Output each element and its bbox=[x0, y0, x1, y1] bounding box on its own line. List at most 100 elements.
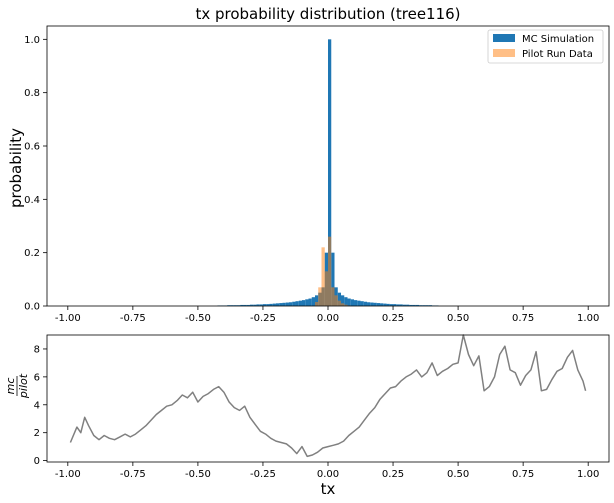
pilot-bar-9 bbox=[344, 304, 348, 306]
top-x-tick-label: 0.25 bbox=[382, 313, 404, 324]
mc-bar-20 bbox=[282, 302, 286, 306]
top-x-tick-label: 0.00 bbox=[317, 313, 339, 324]
top-chart: tx probability distribution (tree116) pr… bbox=[7, 5, 610, 324]
bottom-x-tick-label: 0.50 bbox=[447, 469, 469, 480]
top-y-tick-label: 0.8 bbox=[24, 88, 40, 99]
mc-bar-38 bbox=[341, 295, 345, 306]
top-x-tick-label: -0.50 bbox=[185, 313, 211, 324]
bottom-x-tick-label: -1.00 bbox=[55, 469, 81, 480]
bottom-plot-frame bbox=[46, 334, 610, 463]
top-y-tick-label: 0.2 bbox=[24, 248, 40, 259]
mc-bar-15 bbox=[266, 304, 270, 306]
mc-bar-57 bbox=[402, 304, 407, 306]
pilot-bar-4 bbox=[328, 236, 332, 306]
mc-bar-59 bbox=[409, 304, 413, 306]
top-chart-title: tx probability distribution (tree116) bbox=[195, 5, 460, 23]
pilot-bar-1 bbox=[318, 287, 322, 306]
y-label-numerator: mc bbox=[4, 378, 17, 395]
bottom-y-tick-label: 8 bbox=[34, 344, 40, 355]
pilot-bar-6 bbox=[334, 295, 338, 306]
bottom-x-tick-label: -0.25 bbox=[250, 469, 276, 480]
top-y-tick-label: 0.6 bbox=[24, 142, 40, 153]
mc-bar-14 bbox=[262, 304, 267, 306]
mc-bar-42 bbox=[354, 300, 358, 306]
mc-bar-22 bbox=[288, 302, 293, 306]
mc-bar-23 bbox=[292, 301, 296, 306]
mc-bar-43 bbox=[357, 300, 361, 306]
mc-bar-12 bbox=[256, 304, 260, 306]
bottom-x-tick-label: 0.25 bbox=[382, 469, 404, 480]
mc-bar-8 bbox=[243, 304, 247, 306]
bottom-x-tick-label: -0.75 bbox=[120, 469, 146, 480]
mc-bar-24 bbox=[295, 301, 299, 306]
mc-bar-51 bbox=[383, 303, 387, 306]
bottom-x-tick-label: 0.00 bbox=[317, 469, 339, 480]
mc-bar-25 bbox=[298, 300, 302, 306]
legend-label-pilot: Pilot Run Data bbox=[522, 49, 593, 60]
bottom-y-ticks: 0 2 4 6 8 bbox=[34, 344, 47, 467]
mc-bar-48 bbox=[373, 302, 377, 306]
mc-bar-17 bbox=[272, 303, 276, 306]
top-x-tick-label: 0.50 bbox=[447, 313, 469, 324]
top-x-ticks: -1.00 -0.75 -0.50 -0.25 0.00 0.25 0.50 0.75 1.00 bbox=[55, 306, 599, 324]
mc-bar-28 bbox=[308, 298, 312, 306]
y-label-denominator: pilot bbox=[17, 373, 30, 399]
mc-bar-47 bbox=[370, 302, 374, 306]
mc-bar-45 bbox=[363, 301, 368, 306]
mc-bar-29 bbox=[311, 297, 315, 306]
mc-bar-7 bbox=[240, 304, 244, 306]
mc-bar-55 bbox=[396, 304, 400, 306]
ratio-line-group bbox=[69, 334, 587, 458]
legend-label-mc: MC Simulation bbox=[522, 34, 594, 45]
bottom-y-tick-label: 4 bbox=[34, 400, 40, 411]
top-x-tick-label: -0.75 bbox=[120, 313, 146, 324]
mc-bar-21 bbox=[285, 302, 289, 306]
top-y-ticks: 0.0 0.2 0.4 0.6 0.8 1.0 bbox=[24, 35, 47, 313]
bottom-y-tick-label: 6 bbox=[34, 372, 40, 383]
mc-bar-16 bbox=[269, 303, 273, 306]
bottom-x-tick-label: -0.50 bbox=[185, 469, 211, 480]
mc-bar-37 bbox=[337, 292, 342, 306]
mc-bar-40 bbox=[347, 298, 351, 306]
bottom-y-tick-label: 2 bbox=[34, 428, 40, 439]
mc-bar-34 bbox=[328, 39, 332, 306]
bottom-y-axis-label: mc pilot bbox=[4, 373, 30, 399]
top-x-tick-label: 1.00 bbox=[577, 313, 599, 324]
bottom-chart: -1.00 -0.75 -0.50 -0.25 0.00 0.25 0.50 0.75 1.00… bbox=[4, 334, 610, 498]
mc-bar-27 bbox=[305, 299, 309, 306]
mc-bar-50 bbox=[380, 303, 384, 306]
mc-bar-30 bbox=[314, 295, 319, 306]
mc-bar-39 bbox=[344, 297, 348, 306]
mc-bar-58 bbox=[406, 304, 410, 306]
mc-bar-60 bbox=[412, 304, 416, 306]
mc-bar-19 bbox=[279, 303, 283, 306]
ratio-line bbox=[69, 334, 587, 458]
mc-bar-18 bbox=[275, 303, 280, 306]
top-x-tick-label: -1.00 bbox=[55, 313, 81, 324]
mc-bar-9 bbox=[246, 304, 250, 306]
top-x-tick-label: 0.75 bbox=[512, 313, 534, 324]
mc-bar-11 bbox=[253, 304, 257, 306]
legend-swatch-pilot bbox=[493, 49, 515, 57]
mc-bar-61 bbox=[415, 304, 420, 306]
legend-box bbox=[487, 29, 604, 64]
top-y-axis-label: probability bbox=[7, 128, 25, 208]
top-y-tick-label: 0.4 bbox=[24, 195, 40, 206]
mc-bar-13 bbox=[259, 304, 263, 306]
bottom-x-axis-label: tx bbox=[321, 480, 336, 498]
pilot-bar-3 bbox=[324, 271, 328, 306]
mc-bar-49 bbox=[376, 303, 381, 306]
bottom-y-tick-label: 0 bbox=[34, 456, 40, 467]
mc-bar-56 bbox=[399, 304, 403, 306]
mc-bar-35 bbox=[331, 252, 335, 306]
bottom-x-tick-label: 1.00 bbox=[577, 469, 599, 480]
mc-bar-26 bbox=[301, 300, 306, 306]
bottom-x-tick-label: 0.75 bbox=[512, 469, 534, 480]
mc-bar-41 bbox=[350, 299, 355, 306]
pilot-bar-0 bbox=[314, 302, 319, 306]
mc-bar-53 bbox=[389, 304, 394, 306]
mc-bar-46 bbox=[367, 302, 371, 306]
pilot-bar-7 bbox=[337, 300, 342, 306]
bottom-x-ticks: -1.00 -0.75 -0.50 -0.25 0.00 0.25 0.50 0.75 1.00 bbox=[55, 462, 599, 480]
